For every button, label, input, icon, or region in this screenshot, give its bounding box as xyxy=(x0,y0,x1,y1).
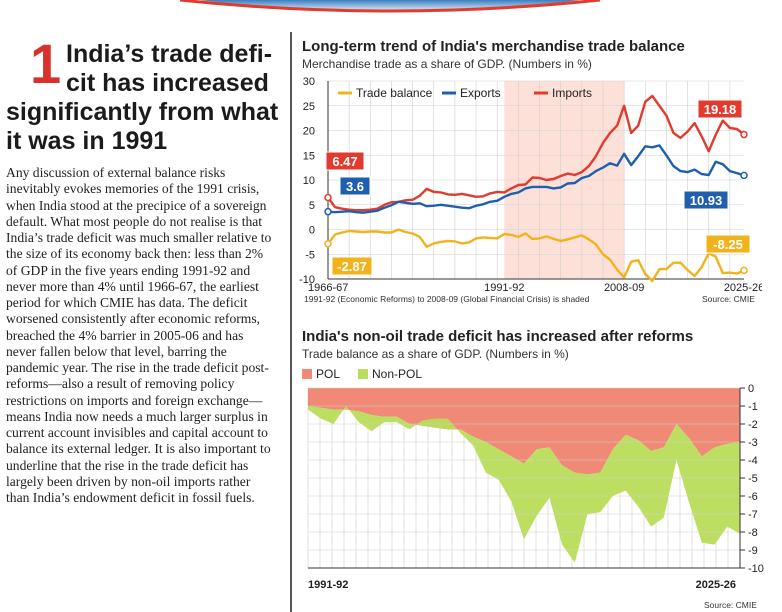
start-marker xyxy=(324,207,332,216)
headline-part-2: significantly from what it was in 1991 xyxy=(6,98,279,155)
y-tick-label: -3 xyxy=(748,437,758,449)
chart2-plot: POL Non-POL 0 -1 -2 -3 -4 -5 -6 -7 -8 -9 -10 1991-92 2… xyxy=(302,367,764,591)
chart2-subtitle: Trade balance as a share of GDP. (Number… xyxy=(302,347,569,361)
series-line-exports xyxy=(327,144,745,214)
x-tick-label: 1991-92 xyxy=(308,579,348,591)
y-tick-label: 20 xyxy=(303,126,315,138)
article-column: 1 India’s trade defi-cit has increased s… xyxy=(0,30,290,612)
article-body: Any discussion of external balance risks… xyxy=(6,165,272,505)
area-pol xyxy=(308,388,740,475)
value-label: 10.93 xyxy=(690,193,723,208)
x-tick-label: 1966-67 xyxy=(308,282,348,294)
x-tick-label: 2025-26 xyxy=(724,282,762,294)
y-tick-label: -4 xyxy=(748,455,758,467)
legend-label: Trade balance xyxy=(356,86,433,100)
start-marker xyxy=(324,193,332,202)
legend-label: Exports xyxy=(460,86,501,100)
value-label-box xyxy=(705,234,751,254)
y-tick-label: -5 xyxy=(305,249,315,261)
value-label-box xyxy=(683,190,729,210)
column-divider xyxy=(290,32,292,612)
y-tick-label: 30 xyxy=(303,76,315,88)
start-marker xyxy=(324,239,332,248)
value-label: 3.6 xyxy=(346,179,364,194)
y-tick-label: 5 xyxy=(309,200,315,212)
decorative-banner xyxy=(0,0,782,24)
value-label-box xyxy=(331,256,373,276)
y-tick-label: -2 xyxy=(748,419,758,431)
value-label-box xyxy=(697,99,743,119)
y-tick-label: -6 xyxy=(748,491,758,503)
end-marker xyxy=(740,266,748,275)
chart1-source: Source: CMIE xyxy=(702,294,755,304)
legend-swatch-pol xyxy=(302,369,312,379)
area-nonpol xyxy=(308,406,740,563)
headline-part-1: India’s trade defi-cit has increased xyxy=(66,40,273,97)
chart2-title: India's non-oil trade deficit has increa… xyxy=(302,328,694,345)
value-label: 19.18 xyxy=(704,102,737,117)
value-label-box xyxy=(339,176,371,196)
legend-label: Non-POL xyxy=(372,367,422,381)
y-tick-label: -7 xyxy=(748,509,758,521)
value-label: -2.87 xyxy=(337,259,367,274)
banner-image xyxy=(0,0,782,24)
y-tick-label: 10 xyxy=(303,175,315,187)
legend-swatch-nonpol xyxy=(358,369,368,379)
y-tick-label: -10 xyxy=(748,563,764,575)
chart1-subtitle: Merchandise trade as a share of GDP. (Nu… xyxy=(302,57,592,71)
x-tick-label: 2008-09 xyxy=(604,282,644,294)
y-tick-label: 0 xyxy=(748,383,754,395)
chart1-note: 1991-92 (Economic Reforms) to 2008-09 (G… xyxy=(304,294,590,304)
value-label: -8.25 xyxy=(713,237,743,252)
y-tick-label: -8 xyxy=(748,527,758,539)
end-marker xyxy=(740,130,748,139)
legend-label: Imports xyxy=(552,86,592,100)
chart1-title: Long-term trend of India's merchandise t… xyxy=(302,38,685,55)
y-tick-label: 25 xyxy=(303,101,315,113)
y-tick-label: -10 xyxy=(299,274,315,286)
y-tick-label: -1 xyxy=(748,401,758,413)
value-label: 6.47 xyxy=(332,154,357,169)
y-tick-label: 15 xyxy=(303,150,315,162)
y-tick-label: -5 xyxy=(748,473,758,485)
value-label-box xyxy=(325,151,365,171)
y-tick-label: -9 xyxy=(748,545,758,557)
legend-label: POL xyxy=(316,367,340,381)
end-marker xyxy=(740,171,748,180)
y-tick-label: 0 xyxy=(309,225,315,237)
x-tick-label: 2025-26 xyxy=(696,579,736,591)
series-line-trade-balance xyxy=(327,228,745,283)
x-tick-label: 1991-92 xyxy=(484,282,524,294)
chart2-source: Source: CMIE xyxy=(704,600,757,610)
section-number: 1 xyxy=(30,32,62,95)
